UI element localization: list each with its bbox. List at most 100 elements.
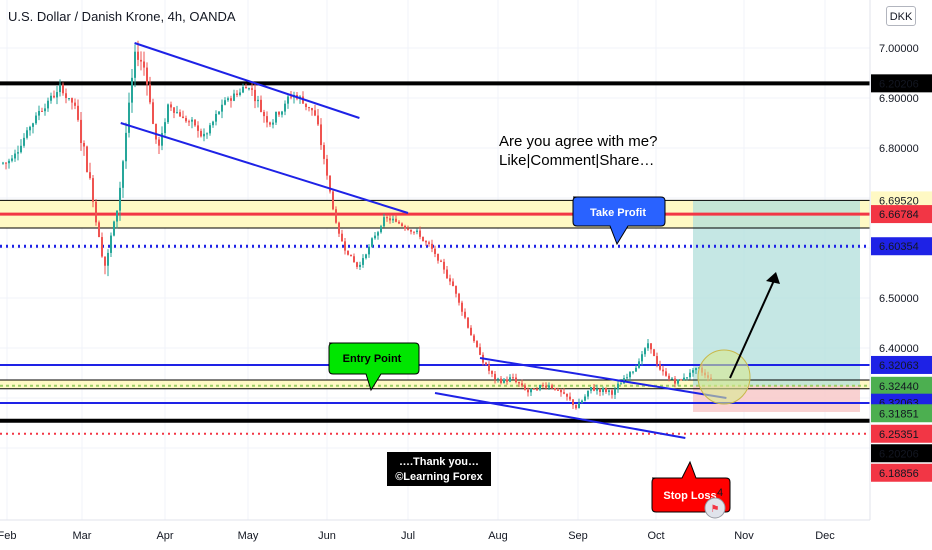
candle-body [269, 122, 271, 125]
candle-body [410, 229, 412, 232]
candle-body [458, 293, 460, 303]
candle-body [200, 130, 202, 137]
candle-body [290, 96, 292, 98]
x-tick-label: Aug [488, 530, 508, 542]
candle-body [446, 269, 448, 279]
price-tag-6-25351-tag [871, 424, 932, 443]
take-profit-label: Take Profit [590, 207, 646, 219]
candle-body [179, 112, 181, 117]
candle-body [8, 160, 10, 164]
candle-body [584, 396, 586, 401]
candle-body [305, 103, 307, 108]
thank-you-box [387, 452, 491, 486]
candle-body [197, 125, 199, 131]
candle-body [476, 341, 478, 348]
candle-body [389, 218, 391, 221]
candle-body [194, 119, 196, 126]
candle-body [326, 158, 328, 176]
candle-body [68, 98, 70, 100]
entry-point-label: Entry Point [343, 353, 402, 365]
candle-body [116, 210, 118, 222]
price-tag-6-18856-tag [871, 463, 932, 482]
candle-body [335, 209, 337, 223]
price-axis[interactable]: 7.00000 6.90000 6.80000 6.50000 6.40000 6.202… [869, 0, 932, 520]
candle-body [176, 112, 178, 114]
currency-button[interactable]: DKK [886, 6, 916, 26]
candle-body [437, 253, 439, 261]
candle-body [575, 405, 577, 409]
x-tick-label: May [238, 530, 259, 542]
time-axis[interactable]: Feb Mar Apr May Jun Jul Aug Sep Oct Nov Dec [0, 519, 932, 550]
candle-body [443, 261, 445, 270]
candle-body [53, 95, 55, 98]
candle-body [242, 87, 244, 93]
candle-body [254, 89, 256, 102]
candle-body [131, 77, 133, 103]
candle-body [539, 385, 541, 390]
candle-body [209, 125, 211, 134]
candle-body [434, 248, 436, 254]
price-tag-6-18856-label: 6.18856 [879, 468, 919, 480]
candle-body [665, 371, 667, 376]
candle-body [371, 238, 373, 247]
candle-body [497, 378, 499, 380]
flag-glyph: ⚑ [711, 504, 720, 515]
candle-body [278, 111, 280, 115]
candle-body [185, 118, 187, 122]
candle-body [536, 389, 538, 391]
candle-body [260, 99, 262, 112]
thank-you-line-1: ….Thank you… [399, 456, 479, 468]
candle-body [488, 364, 490, 371]
price-tag-6-66784-label: 6.66784 [879, 209, 919, 221]
candle-body [338, 222, 340, 234]
candle-body [587, 390, 589, 397]
candle-body [266, 116, 268, 123]
candle-body [563, 392, 565, 394]
candle-body [614, 389, 616, 395]
x-tick-label: Nov [734, 530, 754, 542]
candle-body [500, 378, 502, 383]
candle-body [647, 343, 649, 349]
candle-body [41, 110, 43, 112]
candle-body [323, 145, 325, 159]
time-axis-bg [0, 520, 932, 550]
candle-body [74, 102, 76, 106]
candle-body [644, 348, 646, 355]
stop-loss-label: Stop Loss [663, 490, 716, 502]
candle-body [23, 137, 25, 146]
candle-body [320, 124, 322, 146]
candle-body [152, 102, 154, 124]
candle-body [125, 132, 127, 162]
candle-body [491, 370, 493, 374]
candle-body [413, 231, 415, 233]
candle-body [455, 285, 457, 294]
candle-body [572, 399, 574, 406]
candle-body [287, 96, 289, 104]
x-tick-label: Dec [815, 530, 835, 542]
price-tag-6-60354-label: 6.60354 [879, 241, 919, 253]
candle-body [161, 133, 163, 146]
candle-body [449, 278, 451, 282]
candle-body [473, 335, 475, 342]
candle-body [143, 61, 145, 68]
candle-body [32, 123, 34, 127]
y-tick-label: 7.00000 [879, 43, 919, 55]
candle-body [518, 382, 520, 384]
candle-body [140, 59, 142, 62]
candle-body [155, 123, 157, 140]
candle-body [368, 246, 370, 255]
candle-body [377, 232, 379, 236]
price-tag-6-69520-label: 6.69520 [879, 195, 919, 207]
candle-body [191, 119, 193, 122]
candle-body [365, 254, 367, 259]
trendline-3 [479, 357, 727, 399]
candle-body [350, 254, 352, 257]
candle-body [569, 396, 571, 400]
candle-body [50, 95, 52, 101]
candle-body [227, 98, 229, 101]
candle-body [95, 201, 97, 223]
trendline-4 [434, 392, 686, 439]
trendlines [120, 42, 780, 439]
candle-body [566, 393, 568, 397]
